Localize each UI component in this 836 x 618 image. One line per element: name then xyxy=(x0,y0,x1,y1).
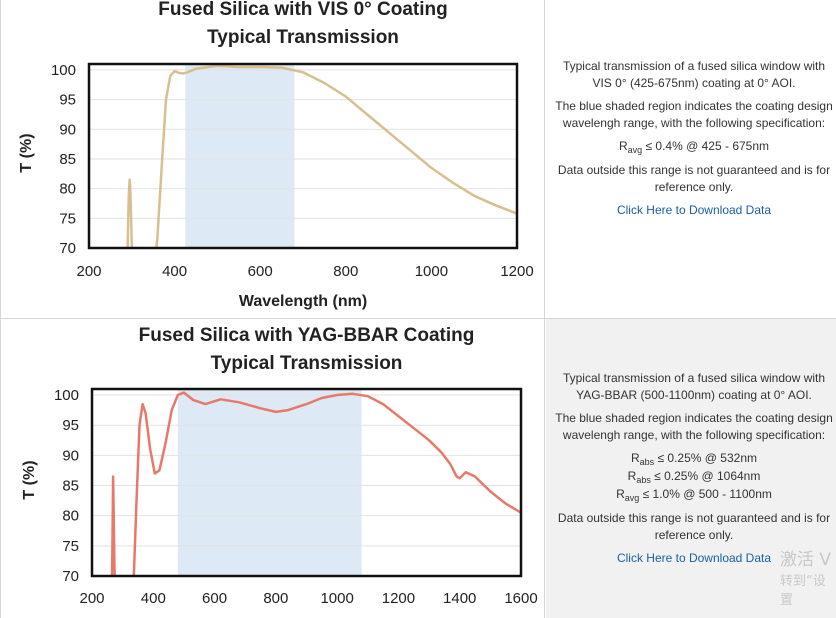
shade-note: The blue shaded region indicates the coa… xyxy=(555,411,833,442)
chart-cell-yag: Fused Silica with YAG-BBAR Coating Typica… xyxy=(0,319,545,618)
y-axis-label: T (%) xyxy=(21,460,38,499)
transmission-curve-segment xyxy=(132,391,521,576)
info-panel-vis: Typical transmission of a fused silica w… xyxy=(546,0,836,318)
disclaimer: Data outside this range is not guarantee… xyxy=(557,511,831,542)
transmission-curve-segment xyxy=(155,64,517,248)
y-tick-label: 95 xyxy=(59,92,76,109)
y-tick-label: 70 xyxy=(62,568,79,585)
shade-note: The blue shaded region indicates the coa… xyxy=(555,99,833,130)
transmission-curve-segment xyxy=(126,178,134,248)
y-tick-label: 90 xyxy=(59,121,76,138)
y-tick-label: 70 xyxy=(59,240,76,257)
y-tick-label: 100 xyxy=(51,62,76,79)
transmission-curve-segment xyxy=(110,475,116,576)
vis-transmission-chart: Fused Silica with VIS 0° Coating Typical … xyxy=(18,0,534,310)
x-tick-label: 800 xyxy=(263,590,288,607)
y-tick-label: 85 xyxy=(59,151,76,168)
x-axis-label: Wavelength (nm) xyxy=(239,293,367,310)
spec-symbol: R xyxy=(616,487,625,501)
plot-frame xyxy=(87,62,519,250)
spec-line: Rabs ≤ 0.25% @ 1064nm xyxy=(554,468,834,486)
x-tick-label: 1200 xyxy=(382,590,415,607)
info-text-vis: Typical transmission of a fused silica w… xyxy=(554,58,834,225)
activation-watermark-line2: 转到“设置 xyxy=(780,574,826,608)
y-axis-label: T (%) xyxy=(18,133,35,172)
spec-subscript: avg xyxy=(627,145,643,155)
spec-text: ≤ 0.25% @ 532nm xyxy=(654,451,758,465)
x-tick-label: 600 xyxy=(248,263,273,280)
coating-design-band xyxy=(185,64,295,248)
x-tick-label: 200 xyxy=(79,590,104,607)
spec-line: Rabs ≤ 0.25% @ 532nm xyxy=(554,450,834,468)
y-tick-label: 95 xyxy=(62,417,79,434)
intro-text: Typical transmission of a fused silica w… xyxy=(562,371,826,402)
spec-text: ≤ 0.25% @ 1064nm xyxy=(650,469,761,483)
chart-cell-vis: Fused Silica with VIS 0° Coating Typical … xyxy=(0,0,545,318)
y-tick-label: 75 xyxy=(62,538,79,555)
chart-title-line: Fused Silica with VIS 0° Coating xyxy=(158,0,447,20)
info-panel-yag: Typical transmission of a fused silica w… xyxy=(546,319,836,618)
chart-row-yag: Fused Silica with YAG-BBAR Coating Typica… xyxy=(0,319,836,618)
x-tick-label: 1000 xyxy=(415,263,448,280)
y-tick-label: 85 xyxy=(62,478,79,495)
activation-watermark-line1: 激活 V xyxy=(780,550,832,570)
x-tick-label: 1600 xyxy=(504,590,537,607)
chart-title-line: Fused Silica with YAG-BBAR Coating xyxy=(139,325,475,346)
y-tick-label: 75 xyxy=(59,210,76,227)
spec-symbol: R xyxy=(630,451,640,465)
chart-title-line: Typical Transmission xyxy=(211,353,403,374)
x-tick-label: 200 xyxy=(76,263,101,280)
spec-list: Rabs ≤ 0.25% @ 532nm Rabs ≤ 0.25% @ 1064… xyxy=(554,450,834,504)
x-tick-label: 1400 xyxy=(443,590,476,607)
chart-row-vis: Fused Silica with VIS 0° Coating Typical … xyxy=(0,0,836,319)
disclaimer: Data outside this range is not guarantee… xyxy=(557,163,831,194)
x-tick-label: 400 xyxy=(162,263,187,280)
coating-design-band xyxy=(177,389,362,576)
spec-subscript: abs xyxy=(639,457,655,467)
spec-list: Ravg ≤ 0.4% @ 425 - 675nm xyxy=(554,138,834,156)
spec-text: ≤ 0.4% @ 425 - 675nm xyxy=(642,139,770,153)
intro-text: Typical transmission of a fused silica w… xyxy=(562,59,826,90)
info-text-yag: Typical transmission of a fused silica w… xyxy=(554,370,834,573)
spec-symbol: R xyxy=(627,469,637,483)
x-tick-label: 400 xyxy=(141,590,166,607)
y-tick-label: 90 xyxy=(62,447,79,464)
spec-line: Ravg ≤ 1.0% @ 500 - 1100nm xyxy=(554,486,834,504)
spec-subscript: avg xyxy=(624,493,640,503)
spec-symbol: R xyxy=(618,139,628,153)
download-data-link[interactable]: Click Here to Download Data xyxy=(616,203,772,217)
y-tick-label: 80 xyxy=(62,508,79,525)
x-tick-label: 600 xyxy=(202,590,227,607)
y-tick-label: 100 xyxy=(54,387,79,404)
spec-line: Ravg ≤ 0.4% @ 425 - 675nm xyxy=(554,138,834,156)
plot-frame xyxy=(90,387,523,578)
chart-title-line: Typical Transmission xyxy=(207,27,399,48)
yag-transmission-chart: Fused Silica with YAG-BBAR Coating Typica… xyxy=(21,325,538,607)
y-tick-label: 80 xyxy=(59,181,76,198)
x-tick-label: 1200 xyxy=(500,263,533,280)
spec-subscript: abs xyxy=(636,475,651,485)
download-data-link[interactable]: Click Here to Download Data xyxy=(616,551,772,565)
x-tick-label: 1000 xyxy=(320,590,353,607)
spec-text: ≤ 1.0% @ 500 - 1100nm xyxy=(639,487,772,501)
x-tick-label: 800 xyxy=(333,263,358,280)
